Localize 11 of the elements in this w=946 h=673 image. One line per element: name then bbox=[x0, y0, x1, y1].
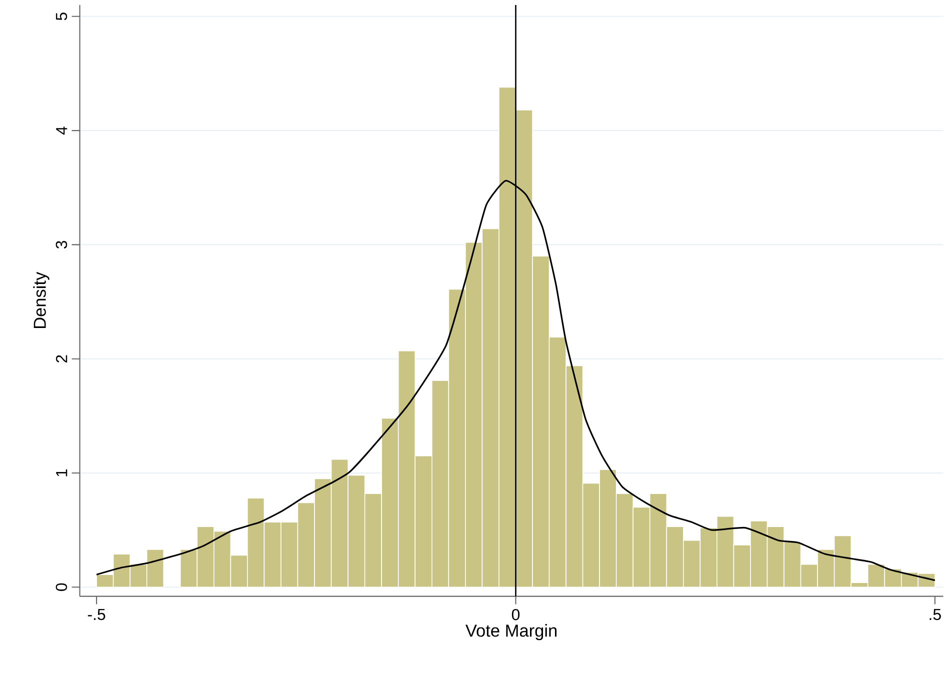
y-tick-label: 0 bbox=[56, 583, 68, 591]
y-tick-label: 4 bbox=[56, 126, 68, 135]
x-tick-label: -.5 bbox=[88, 608, 106, 620]
y-tick-label: 3 bbox=[56, 240, 68, 248]
y-tick-label: 1 bbox=[56, 469, 68, 476]
y-tick-label: 5 bbox=[56, 12, 68, 20]
x-tick-label: .5 bbox=[930, 608, 941, 620]
x-tick-label: 0 bbox=[512, 608, 520, 620]
y-tick-label: 2 bbox=[56, 355, 68, 362]
y-axis-title: Density bbox=[33, 272, 50, 328]
x-axis-title: Vote Margin bbox=[466, 624, 557, 640]
